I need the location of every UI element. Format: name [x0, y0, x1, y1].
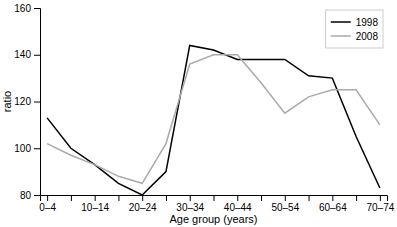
y-tick-mark	[34, 195, 40, 196]
y-axis-line	[34, 9, 41, 196]
series-line	[47, 55, 380, 184]
y-axis: 80 100 120 140 160	[14, 3, 40, 201]
y-tick: 100	[14, 143, 40, 154]
x-tick	[71, 195, 72, 201]
legend-item: 2008	[331, 31, 379, 42]
y-tick-mark	[34, 8, 40, 9]
y-tick-label: 100	[14, 143, 31, 154]
x-tick: 50–54	[271, 195, 299, 213]
x-tick-mark	[380, 195, 381, 201]
y-tick-label: 80	[20, 190, 32, 201]
y-tick-label: 120	[14, 96, 31, 107]
x-tick-label: 30–34	[176, 202, 204, 213]
x-tick-mark	[190, 195, 191, 201]
x-tick	[309, 195, 310, 201]
x-tick-mark	[142, 195, 143, 201]
legend-swatch	[331, 21, 351, 23]
x-tick: 10–14	[81, 195, 109, 213]
legend: 1998 2008	[326, 10, 383, 48]
x-tick	[261, 195, 262, 201]
x-tick-label: 70–74	[366, 202, 394, 213]
x-tick-mark	[332, 195, 333, 201]
x-tick-label: 10–14	[81, 202, 109, 213]
x-tick-mark	[118, 195, 119, 201]
y-tick-label: 160	[14, 3, 31, 14]
x-tick-mark	[71, 195, 72, 201]
series-lines	[47, 45, 380, 195]
x-tick-label: 20–24	[129, 202, 157, 213]
y-axis-title: ratio	[1, 91, 13, 112]
x-tick	[166, 195, 167, 201]
legend-label: 2008	[356, 31, 379, 42]
x-tick: 60–64	[319, 195, 347, 213]
x-tick	[214, 195, 215, 201]
x-tick-mark	[47, 195, 48, 201]
x-tick	[118, 195, 119, 201]
x-tick-label: 0–4	[39, 202, 56, 213]
x-tick-mark	[166, 195, 167, 201]
plot-area: 0–4 10–14 20–24 30–34 40–44 50–54 60–64 70–74 80…	[14, 3, 394, 213]
x-axis-title: Age group (years)	[169, 213, 257, 225]
legend-swatch	[331, 35, 351, 37]
x-tick-mark	[356, 195, 357, 201]
y-tick-mark	[34, 102, 40, 103]
chart: 0–4 10–14 20–24 30–34 40–44 50–54 60–64 70–74 80…	[0, 0, 397, 227]
x-axis-line	[41, 196, 388, 202]
x-tick: 40–44	[224, 195, 252, 213]
y-tick-label: 140	[14, 49, 31, 60]
x-tick: 70–74	[366, 195, 394, 213]
x-tick-mark	[214, 195, 215, 201]
legend-label: 1998	[356, 17, 379, 28]
x-tick: 20–24	[129, 195, 157, 213]
y-tick-mark	[34, 55, 40, 56]
x-tick-mark	[285, 195, 286, 201]
x-tick	[356, 195, 357, 201]
x-tick-label: 50–54	[271, 202, 299, 213]
x-axis: 0–4 10–14 20–24 30–34 40–44 50–54 60–64 70–74	[39, 195, 394, 213]
x-tick: 30–34	[176, 195, 204, 213]
x-tick-mark	[237, 195, 238, 201]
y-tick-mark	[34, 148, 40, 149]
legend-item: 1998	[331, 17, 379, 28]
x-tick-label: 40–44	[224, 202, 252, 213]
y-tick: 140	[14, 49, 40, 60]
x-tick-label: 60–64	[319, 202, 347, 213]
legend-frame	[326, 10, 383, 48]
series-line	[47, 45, 380, 195]
y-tick: 160	[14, 3, 40, 14]
x-tick-mark	[261, 195, 262, 201]
y-tick: 120	[14, 96, 40, 107]
y-tick: 80	[20, 190, 40, 201]
x-tick-mark	[95, 195, 96, 201]
x-tick-mark	[309, 195, 310, 201]
x-tick: 0–4	[39, 195, 56, 213]
